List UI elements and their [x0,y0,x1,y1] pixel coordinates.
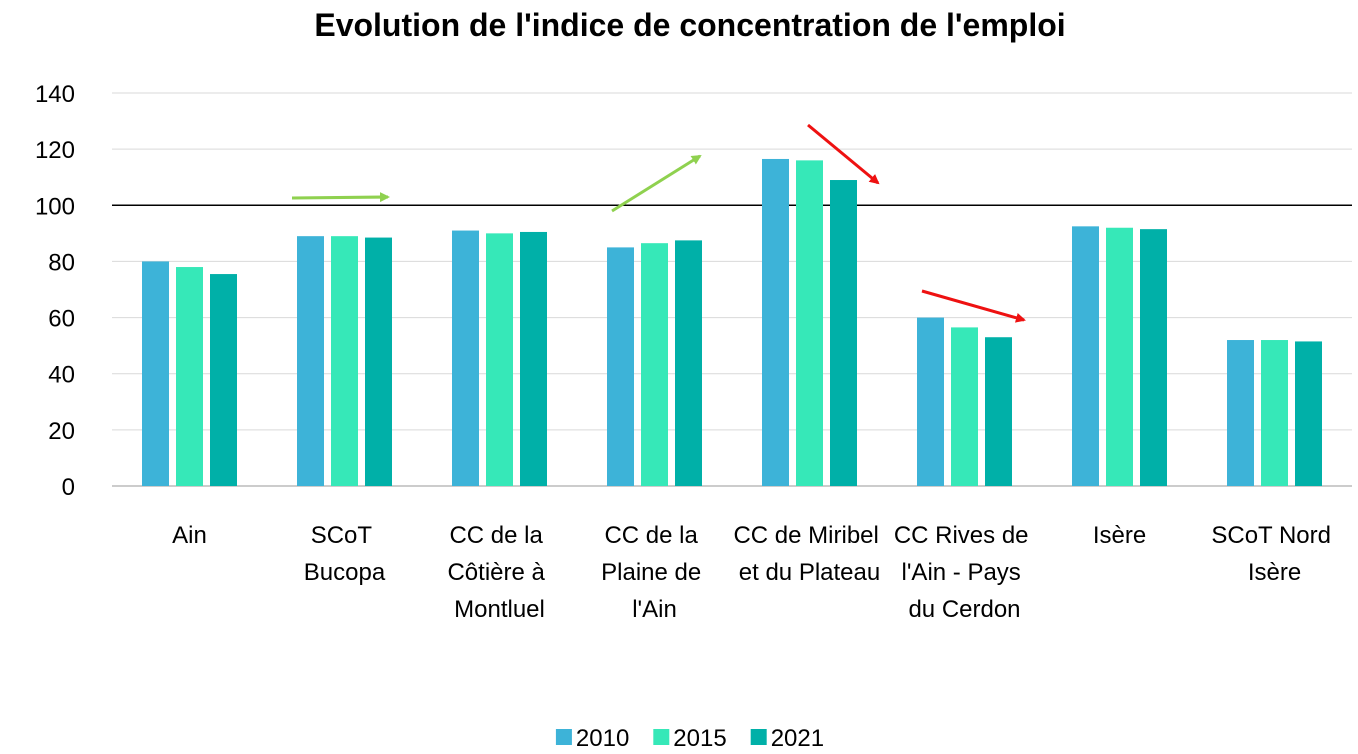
legend-swatch [653,729,670,745]
bar [985,337,1012,486]
x-tick-line: Isère [1093,522,1146,549]
bar [452,230,479,486]
bar [951,327,978,486]
bar [297,236,324,486]
arrow [921,289,1026,323]
bar [607,247,634,486]
arrow [291,192,390,203]
bar [1140,229,1167,486]
x-tick-label: SCoT Nord Isère [1211,522,1337,586]
x-tick-line: CC de Miribel [733,522,885,549]
x-tick-label: CC de Miribel et du Plateau [733,522,885,586]
x-tick-line: CC de la [449,522,549,549]
x-tick-line: Montluel [454,596,545,623]
x-tick-label: Isère [1093,522,1146,549]
legend-swatch [555,729,572,745]
x-tick-label: CC Rives de l'Ain - Pays du Cerdon [894,522,1035,623]
x-tick-label: SCoT Bucopa [304,522,386,586]
x-tick-line: CC de la [604,522,704,549]
bar [917,317,944,486]
bar [331,236,358,486]
x-tick-line: Côtière à [447,559,551,586]
bar [641,243,668,486]
x-tick-line: SCoT [311,522,379,549]
legend-label: 2010 [576,725,629,752]
y-tick-label: 20 [48,418,75,445]
x-tick-line: du Cerdon [908,596,1020,623]
bar [486,233,513,486]
x-tick-label: Ain [172,522,207,549]
bar [142,261,169,486]
bar [1261,340,1288,486]
y-tick-label: 0 [62,474,75,501]
bar [1227,340,1254,486]
y-tick-label: 60 [48,306,75,333]
bar [210,274,237,486]
bar [1072,226,1099,486]
arrow [611,154,702,213]
y-tick-label: 140 [35,81,75,108]
x-tick-line: CC Rives de [894,522,1035,549]
legend-label: 2021 [771,725,824,752]
bar [1106,227,1133,486]
bar [520,231,547,486]
x-tick-line: Ain [172,522,207,549]
x-tick-line: SCoT Nord [1211,522,1337,549]
bar [1295,341,1322,486]
chart-title: Evolution de l'indice de concentration d… [314,7,1065,43]
x-tick-line: Isère [1248,559,1301,586]
x-tick-label: CC de la Côtière à Montluel [447,522,551,623]
bar [830,180,857,486]
x-tick-line: l'Ain [632,596,677,623]
y-tick-label: 80 [48,249,75,276]
bar [762,158,789,487]
y-tick-label: 120 [35,137,75,164]
x-tick-label: CC de la Plaine de l'Ain [601,522,708,623]
legend: 2010 2015 2021 [555,725,824,752]
x-tick-line: l'Ain - Pays [902,559,1028,586]
arrow [807,123,880,185]
x-tick-line: et du Plateau [739,559,880,586]
x-tick-line: Bucopa [304,559,386,586]
bar [675,240,702,486]
bar [176,267,203,486]
legend-swatch [750,729,767,745]
bar [365,237,392,486]
annotation-arrows [291,123,1026,323]
y-tick-label: 40 [48,362,75,389]
x-tick-line: Plaine de [601,559,708,586]
bar [796,160,823,486]
y-tick-label: 100 [35,193,75,220]
legend-label: 2015 [673,725,726,752]
